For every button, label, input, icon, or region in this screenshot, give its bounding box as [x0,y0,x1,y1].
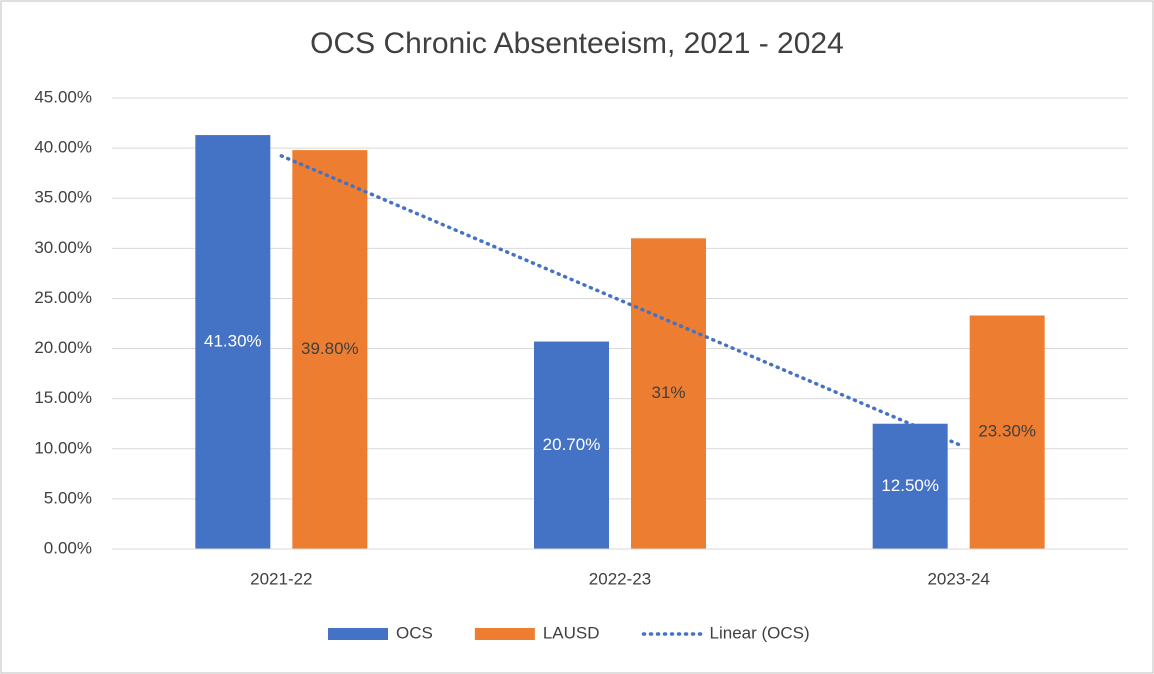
data-label: 23.30% [978,422,1036,441]
chart-title: OCS Chronic Absenteeism, 2021 - 2024 [310,27,844,60]
legend-label: Linear (OCS) [710,623,810,642]
y-tick-label: 10.00% [34,438,92,457]
legend-swatch [474,628,535,640]
y-tick-label: 5.00% [44,488,92,507]
data-label: 41.30% [204,332,262,351]
data-label: 20.70% [543,435,601,454]
y-tick-label: 30.00% [34,238,92,257]
bar [969,315,1045,549]
x-tick-label: 2023-24 [927,569,989,588]
data-label: 12.50% [881,476,939,495]
y-tick-label: 0.00% [44,538,92,557]
bar [195,135,271,550]
y-tick-label: 35.00% [34,188,92,207]
legend-label: LAUSD [543,623,600,642]
legend-swatch [328,628,388,640]
bar [292,150,368,550]
y-tick-label: 15.00% [34,388,92,407]
bar [872,423,948,549]
legend-label: OCS [396,623,433,642]
x-tick-label: 2022-23 [589,569,651,588]
data-label: 31% [651,383,685,402]
bar [631,238,706,550]
bar [534,341,609,549]
y-tick-label: 45.00% [34,87,92,106]
y-tick-label: 20.00% [34,338,92,357]
y-tick-label: 25.00% [34,288,92,307]
x-tick-label: 2021-22 [250,569,312,588]
y-tick-label: 40.00% [34,138,92,157]
data-label: 39.80% [301,339,359,358]
